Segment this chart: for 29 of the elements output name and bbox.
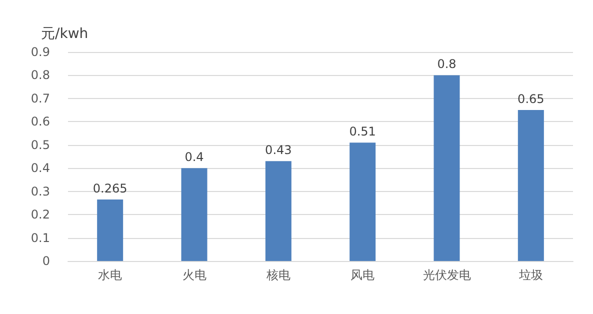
- bar: [518, 110, 544, 261]
- y-tick-label: 0.7: [30, 91, 50, 106]
- x-tick-label: 核电: [265, 268, 290, 282]
- x-tick-label: 水电: [98, 268, 122, 282]
- x-tick-label: 风电: [350, 268, 375, 282]
- x-tick-label: 垃圾: [518, 268, 543, 282]
- y-tick-label: 0.2: [30, 208, 50, 222]
- y-tick-label: 0.4: [30, 161, 50, 176]
- bar: [181, 168, 208, 261]
- y-tick-label: 0.9: [30, 45, 50, 59]
- data-label: 0.65: [518, 92, 544, 106]
- x-tick-label: 火电: [182, 268, 206, 282]
- y-tick-label: 0.6: [30, 114, 50, 129]
- bar: [434, 75, 460, 261]
- data-label: 0.265: [92, 181, 128, 196]
- bar: [350, 142, 376, 261]
- data-label: 0.51: [349, 124, 376, 139]
- y-tick-label: 0.8: [30, 68, 50, 82]
- y-axis-title: 元/kwh: [41, 26, 88, 42]
- y-tick-label: 0.3: [30, 184, 50, 198]
- bar: [97, 199, 124, 261]
- data-label: 0.4: [184, 150, 204, 164]
- data-label: 0.8: [437, 57, 456, 72]
- bar: [265, 161, 292, 261]
- y-tick-label: 0.1: [30, 230, 50, 245]
- y-tick-label: 0: [42, 254, 50, 268]
- y-tick-label: 0.5: [30, 138, 50, 152]
- data-label: 0.43: [265, 143, 292, 158]
- x-tick-label: 光伏发电: [422, 268, 471, 282]
